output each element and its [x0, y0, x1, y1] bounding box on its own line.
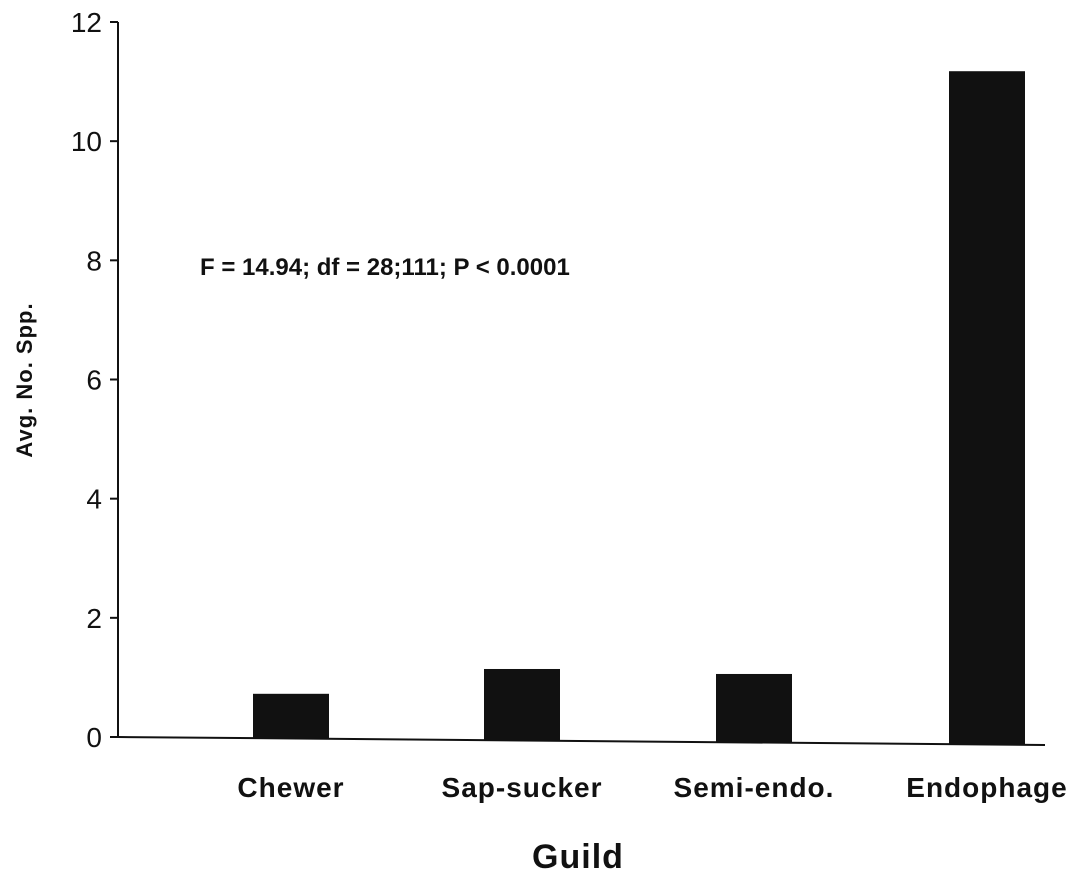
y-tick-label: 4: [86, 484, 102, 515]
bar-semi-endo: [716, 673, 792, 743]
y-tick-label: 2: [86, 603, 102, 634]
y-tick-group: 0 2 4 6 8 10 12: [71, 7, 118, 753]
x-category-label: Endophage: [906, 772, 1067, 803]
y-tick-label: 8: [86, 245, 102, 276]
category-label-group: Chewer Sap-sucker Semi-endo. Endophage: [237, 772, 1067, 803]
bar-endophage: [949, 71, 1025, 745]
bar-chewer: [253, 693, 329, 739]
y-tick-label: 12: [71, 7, 102, 38]
y-axis-title: Avg. No. Spp.: [12, 302, 37, 457]
bar-sap-sucker: [484, 668, 560, 741]
bar-group: [253, 71, 1025, 745]
plot-area: 0 2 4 6 8 10 12 Chewer Sap-sucker Semi-endo. Endo…: [71, 7, 1067, 803]
statistics-annotation: F = 14.94; df = 28;111; P < 0.0001: [200, 254, 570, 281]
x-category-label: Semi-endo.: [674, 772, 835, 803]
x-axis-title: Guild: [532, 838, 624, 871]
y-tick-label: 0: [86, 722, 102, 753]
y-tick-label: 10: [71, 126, 102, 157]
y-tick-label: 6: [86, 365, 102, 396]
x-category-label: Sap-sucker: [442, 772, 603, 803]
x-category-label: Chewer: [237, 772, 344, 803]
